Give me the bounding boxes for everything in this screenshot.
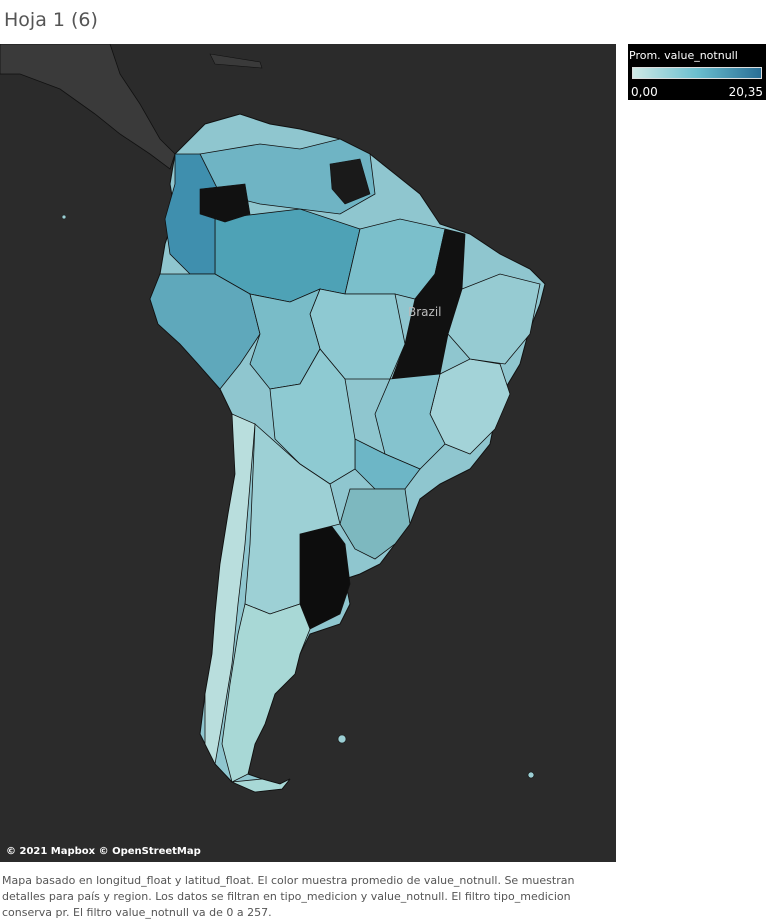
region-no-data-guiana xyxy=(329,158,371,205)
region-south-brazil xyxy=(339,488,411,560)
choropleth-map[interactable]: Brazil © 2021 Mapbox © OpenStreetMap xyxy=(0,44,616,862)
region-peru xyxy=(149,273,261,390)
island-south-georgia xyxy=(527,771,535,779)
legend-min-label: 0,00 xyxy=(631,85,658,99)
map-attribution[interactable]: © 2021 Mapbox © OpenStreetMap xyxy=(6,846,201,857)
region-tierra-del-fuego xyxy=(230,778,291,793)
map-caption: Mapa basado en longitud_float y latitud_… xyxy=(2,874,575,919)
legend-title: Prom. value_notnull xyxy=(629,49,738,62)
caribbean-island xyxy=(209,53,263,69)
central-america-region xyxy=(0,44,176,170)
legend-color-ramp xyxy=(632,67,762,79)
island-falklands xyxy=(337,734,347,744)
sheet-title: Hoja 1 (6) xyxy=(4,9,98,31)
map-canvas[interactable] xyxy=(0,44,616,862)
color-legend[interactable]: Prom. value_notnull 0,00 20,35 xyxy=(628,44,766,100)
legend-max-label: 20,35 xyxy=(728,85,763,99)
region-northeast xyxy=(447,273,541,365)
region-minas xyxy=(374,373,446,470)
region-argentina-central xyxy=(244,423,341,615)
region-no-data-north xyxy=(199,183,251,223)
region-argentina-south xyxy=(221,603,311,783)
island-galapagos xyxy=(61,214,67,220)
region-chile xyxy=(204,413,256,766)
region-paraguay xyxy=(269,348,356,485)
map-country-label: Brazil xyxy=(408,305,442,319)
